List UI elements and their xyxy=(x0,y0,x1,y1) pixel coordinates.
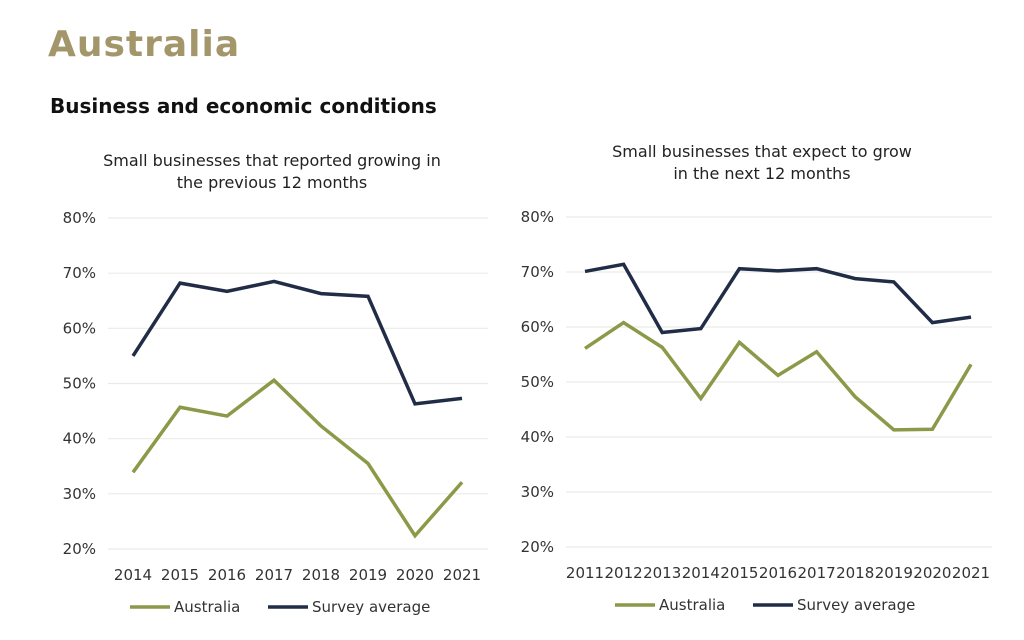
x-tick-label: 2015 xyxy=(720,564,758,582)
y-tick-label: 20% xyxy=(63,540,96,558)
y-tick-label: 60% xyxy=(521,318,554,336)
chart-title: in the next 12 months xyxy=(673,164,850,183)
legend-label: Australia xyxy=(659,596,725,614)
section-subtitle: Business and economic conditions xyxy=(50,94,437,118)
series-line-survey-average xyxy=(131,279,463,406)
x-tick-label: 2016 xyxy=(208,566,246,584)
x-tick-label: 2020 xyxy=(913,564,951,582)
legend-label: Australia xyxy=(174,598,240,616)
x-tick-label: 2020 xyxy=(396,566,434,584)
legend-label: Survey average xyxy=(312,598,430,616)
y-tick-label: 30% xyxy=(521,483,554,501)
y-tick-label: 60% xyxy=(63,319,96,337)
chart-title: Small businesses that expect to grow xyxy=(612,142,912,161)
x-tick-label: 2015 xyxy=(161,566,199,584)
chart-title: Small businesses that reported growing i… xyxy=(103,151,441,170)
x-tick-label: 2011 xyxy=(566,564,604,582)
y-tick-label: 80% xyxy=(521,208,554,226)
x-tick-label: 2021 xyxy=(443,566,481,584)
series-line-australia xyxy=(584,320,973,432)
x-tick-label: 2019 xyxy=(875,564,913,582)
y-tick-label: 30% xyxy=(63,485,96,503)
y-tick-label: 20% xyxy=(521,538,554,556)
series-line-survey-average xyxy=(584,262,972,335)
x-tick-label: 2017 xyxy=(798,564,836,582)
y-tick-label: 70% xyxy=(63,264,96,282)
x-tick-label: 2013 xyxy=(643,564,681,582)
y-tick-label: 50% xyxy=(521,373,554,391)
y-tick-label: 70% xyxy=(521,263,554,281)
x-tick-label: 2017 xyxy=(255,566,293,584)
legend-label: Survey average xyxy=(797,596,915,614)
y-tick-label: 40% xyxy=(63,430,96,448)
series-line-australia xyxy=(131,377,464,539)
x-tick-label: 2021 xyxy=(952,564,990,582)
x-tick-label: 2014 xyxy=(682,564,720,582)
x-tick-label: 2014 xyxy=(114,566,152,584)
y-tick-label: 50% xyxy=(63,375,96,393)
x-tick-label: 2016 xyxy=(759,564,797,582)
x-tick-label: 2012 xyxy=(605,564,643,582)
y-tick-label: 40% xyxy=(521,428,554,446)
x-tick-label: 2019 xyxy=(349,566,387,584)
chart-title: the previous 12 months xyxy=(177,173,368,192)
y-tick-label: 80% xyxy=(63,209,96,227)
page-title: Australia xyxy=(48,24,241,65)
x-tick-label: 2018 xyxy=(302,566,340,584)
x-tick-label: 2018 xyxy=(836,564,874,582)
